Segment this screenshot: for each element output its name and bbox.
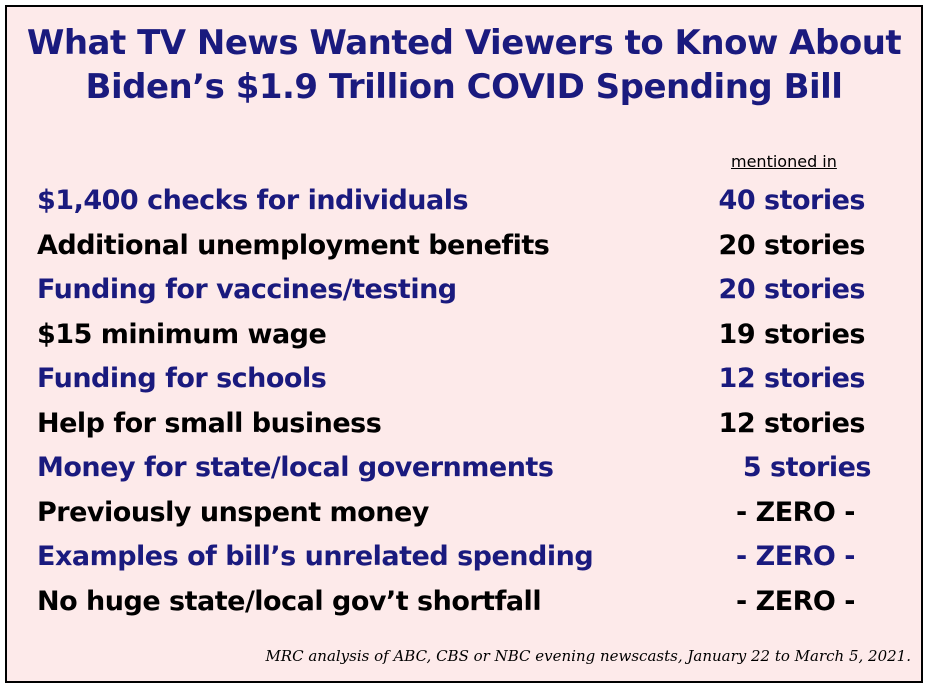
row-value: 20 stories [718, 229, 866, 261]
row-label: $15 minimum wage [37, 318, 327, 350]
table-row: $1,400 checks for individuals 40 stories [7, 179, 921, 223]
table-row: Examples of bill’s unrelated spending - Z… [7, 535, 921, 579]
row-value: 40 stories [718, 185, 866, 216]
row-value: 12 stories [718, 407, 866, 439]
title-line-1: What TV News Wanted Viewers to Know Abou… [26, 23, 902, 63]
row-value: 20 stories [718, 274, 866, 305]
footnote: MRC analysis of ABC, CBS or NBC evening … [265, 647, 911, 665]
row-label: Funding for schools [37, 363, 327, 394]
row-value: 5 stories [742, 452, 872, 483]
row-label: Funding for vaccines/testing [37, 274, 457, 305]
table-row: Additional unemployment benefits 20 stori… [7, 224, 921, 268]
row-label: Examples of bill’s unrelated spending [37, 541, 594, 572]
table-row: $15 minimum wage 19 stories [7, 313, 921, 357]
title-line-2: Biden’s $1.9 Trillion COVID Spending Bil… [85, 67, 843, 107]
table-row: Funding for schools 12 stories [7, 357, 921, 401]
row-label: No huge state/local gov’t shortfall [37, 585, 542, 617]
row-value: - ZERO - [736, 496, 855, 528]
table-row: Previously unspent money - ZERO - [7, 491, 921, 535]
row-label: Money for state/local governments [37, 452, 554, 483]
row-value: - ZERO - [736, 541, 855, 572]
row-value: 19 stories [718, 318, 866, 350]
row-value: 12 stories [718, 363, 866, 394]
table-row: Money for state/local governments 5 stori… [7, 446, 921, 490]
row-value: - ZERO - [736, 585, 855, 617]
row-label: $1,400 checks for individuals [37, 185, 469, 216]
table-row: Help for small business 12 stories [7, 402, 921, 446]
row-label: Help for small business [37, 407, 382, 439]
table-row: No huge state/local gov’t shortfall - ZER… [7, 580, 921, 624]
chart-title: What TV News Wanted Viewers to Know Abou… [7, 21, 921, 109]
table-row: Funding for vaccines/testing 20 stories [7, 268, 921, 312]
row-label: Previously unspent money [37, 496, 429, 528]
column-header: mentioned in [731, 152, 837, 171]
chart-frame: What TV News Wanted Viewers to Know Abou… [5, 5, 923, 683]
row-label: Additional unemployment benefits [37, 229, 550, 261]
